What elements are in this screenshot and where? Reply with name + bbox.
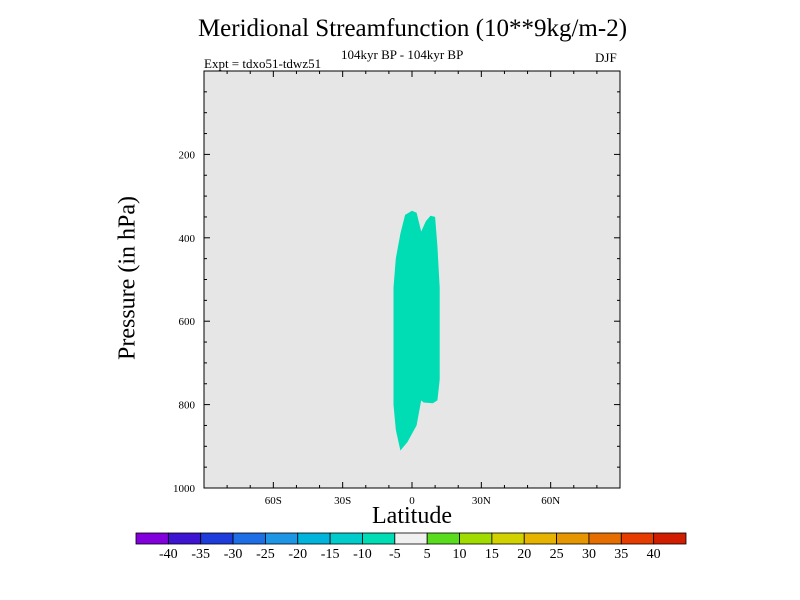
colorbar-swatch [362,532,396,545]
filled-region-0 [393,210,440,451]
colorbar-swatch [200,532,234,545]
colorbar-swatch [329,532,363,545]
colorbar-swatch [297,532,331,545]
colorbar-swatch [167,532,202,545]
colorbar-swatch [265,532,299,545]
y-tick-label: 400 [179,233,196,245]
colorbar-label: -15 [321,547,340,562]
y-tick-label: 600 [179,316,196,328]
x-tick-label: 0 [409,495,415,507]
colorbar-label: 40 [647,547,661,562]
colorbar-label: -20 [288,547,307,562]
colorbar-label: 15 [485,547,499,562]
colorbar-label: -35 [191,547,210,562]
colorbar-swatch [620,532,655,545]
colorbar-label: 20 [517,547,531,562]
colorbar-label: -40 [159,547,178,562]
colorbar-swatch [491,532,525,545]
colorbar-label: -10 [353,547,372,562]
x-tick-label: 30S [334,495,351,507]
colorbar-swatch [459,532,493,545]
colorbar-label: 35 [614,547,628,562]
colorbar-swatch [394,532,428,545]
chart-subtitle: 104kyr BP - 104kyr BP [341,47,464,62]
x-tick-label: 60N [541,495,560,507]
chart-title: Meridional Streamfunction (10**9kg/m-2) [197,15,628,42]
y-tick-label: 1000 [173,483,196,495]
colorbar-swatch [426,532,460,545]
x-axis-label: Latitude [372,503,452,529]
colorbar-label: -25 [256,547,275,562]
colorbar-swatch [588,532,622,545]
colorbar-swatch [135,532,169,545]
colorbar-label: 10 [453,547,467,562]
x-tick-label: 60S [265,495,282,507]
experiment-label: Expt = tdxo51-tdwz51 [204,56,322,71]
colorbar-label: 5 [424,547,431,562]
colorbar-label: 30 [582,547,596,562]
colorbar-swatch [232,532,266,545]
colorbar-swatch [653,532,687,545]
colorbar-label: -5 [389,547,401,562]
colorbar-swatch [523,532,557,545]
colorbar-label: -30 [224,547,243,562]
y-axis-label: Pressure (in hPa) [114,196,141,360]
y-tick-label: 800 [179,400,196,412]
colorbar-label: 25 [550,547,564,562]
colorbar-swatch [556,532,590,545]
season-label: DJF [595,50,617,65]
y-tick-label: 200 [179,149,196,161]
x-tick-label: 30N [472,495,491,507]
